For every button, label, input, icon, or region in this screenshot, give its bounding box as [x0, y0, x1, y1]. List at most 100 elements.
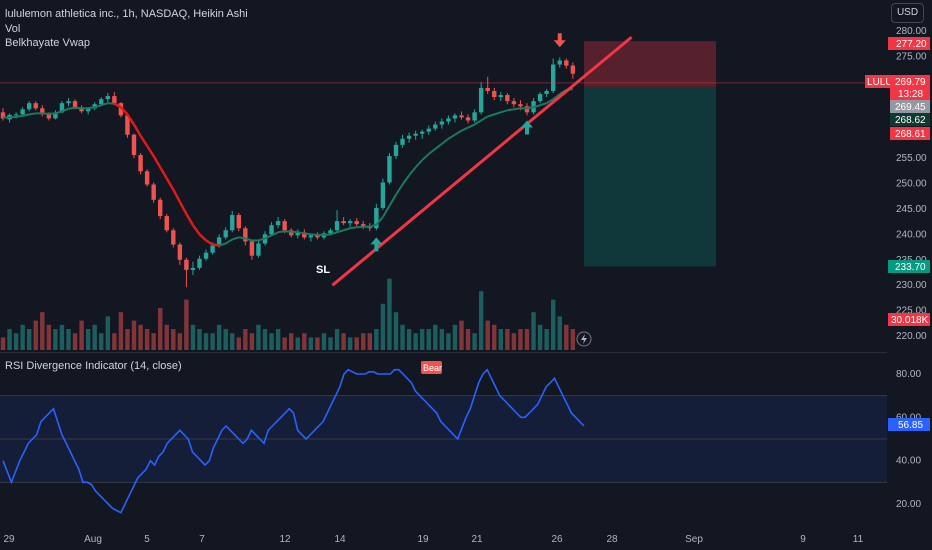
vwap-segment — [264, 234, 272, 240]
volume-bars — [0, 278, 576, 350]
candle-body — [537, 94, 543, 102]
candle-body — [518, 104, 523, 107]
volume-bar — [164, 324, 169, 350]
time-tick-label: 19 — [417, 534, 429, 545]
volume-bar — [295, 337, 300, 350]
vwap-segment — [212, 243, 220, 247]
stop-zone-tag-bg — [888, 260, 930, 273]
vwap-segment — [15, 114, 23, 118]
volume-bar — [112, 333, 117, 350]
candle-body — [53, 112, 58, 119]
volume-bar — [27, 329, 32, 350]
candlesticks — [0, 57, 576, 288]
bear-label: Bear — [423, 363, 442, 373]
vwap-segment — [119, 106, 129, 116]
candle-body — [164, 216, 169, 231]
vwap-segment — [165, 177, 175, 191]
vwap-line — [3, 87, 574, 247]
candle-body — [190, 267, 196, 270]
volume-tag-bg — [888, 313, 930, 326]
vwap-segment — [139, 135, 149, 147]
time-tick-label: 26 — [551, 534, 563, 545]
vwap-segment — [126, 113, 136, 126]
candle-body — [59, 103, 65, 113]
vwap-segment — [231, 236, 240, 241]
target-tag: 277.20 — [896, 39, 927, 50]
vwap-segment — [375, 216, 384, 226]
volume-bar — [400, 324, 405, 350]
volume-bar — [99, 333, 104, 350]
trendline[interactable] — [331, 35, 633, 287]
vwap-segment — [185, 213, 195, 226]
signal-arrows — [370, 33, 566, 252]
time-axis-ticks: 29 Aug 5 7 12 14 19 21 26 28 Sep 9 11 — [3, 534, 863, 545]
vwap-segment — [533, 104, 541, 109]
vol-legend: Vol — [5, 23, 20, 35]
stop-zone-tag: 233.70 — [895, 262, 926, 273]
vwap-segment — [526, 106, 534, 110]
candle-body — [564, 60, 569, 66]
vwap-segment — [113, 102, 122, 109]
vwap-segment — [87, 106, 95, 110]
volume-bar — [13, 333, 19, 350]
candle-body — [184, 259, 189, 270]
symbol-tag: LULU — [867, 77, 893, 88]
candle-body — [570, 65, 576, 74]
volume-bar — [406, 329, 412, 350]
volume-bar — [393, 312, 399, 350]
vwap-segment — [29, 112, 36, 116]
volume-bar — [256, 324, 261, 350]
volume-bar — [53, 329, 58, 350]
vwap-segment — [480, 115, 489, 122]
candle-body — [151, 184, 156, 200]
time-tick-label: Aug — [84, 534, 102, 545]
rsi-tick-label: 40.00 — [896, 456, 921, 467]
vwap-segment — [434, 143, 443, 150]
lightning-icon[interactable] — [576, 331, 592, 347]
volume-bar — [334, 329, 340, 350]
price-tick-label: 240.00 — [896, 229, 927, 240]
vwap-segment — [487, 113, 495, 118]
long-short-position-box[interactable] — [584, 41, 716, 267]
volume-bar — [361, 333, 366, 350]
vwap-segment — [198, 233, 207, 242]
volume-bar — [551, 299, 556, 350]
volume-bar — [531, 312, 536, 350]
candle-body — [158, 199, 163, 217]
currency-button[interactable]: USD — [891, 3, 924, 23]
rsi-title: RSI Divergence Indicator (14, close) — [5, 360, 182, 372]
vwap-segment — [414, 159, 423, 168]
candle-body — [446, 118, 451, 122]
candle-body — [472, 112, 477, 121]
candle-body — [498, 95, 503, 98]
candle-body — [551, 64, 556, 91]
take-profit-zone — [584, 86, 716, 267]
volume-bar — [59, 324, 65, 350]
volume-bar — [492, 324, 497, 350]
trendline-segment — [331, 35, 633, 287]
up-arrow-icon — [370, 237, 383, 252]
rsi-value-tag-bg — [888, 418, 930, 431]
candle-body — [171, 230, 176, 245]
candle-body — [40, 108, 45, 115]
candle-body — [282, 221, 287, 231]
price-pane — [0, 0, 887, 352]
time-axis[interactable] — [0, 525, 887, 550]
candle-body — [72, 101, 78, 108]
red-tag-bg — [890, 127, 930, 140]
candle-body — [216, 237, 222, 246]
volume-bar — [374, 329, 379, 350]
volume-bar — [537, 324, 543, 350]
time-tick-label: 5 — [144, 534, 150, 545]
vwap-segment — [291, 230, 298, 234]
candle-body — [256, 243, 261, 256]
price-tick-label: 245.00 — [896, 204, 927, 215]
candle-body — [420, 131, 425, 134]
volume-bar — [243, 329, 248, 350]
vwap-segment — [310, 233, 318, 236]
vwap-segment — [395, 183, 404, 196]
vwap-segment — [178, 201, 188, 215]
chart-title: lululemon athletica inc., 1h, NASDAQ, He… — [5, 8, 248, 20]
